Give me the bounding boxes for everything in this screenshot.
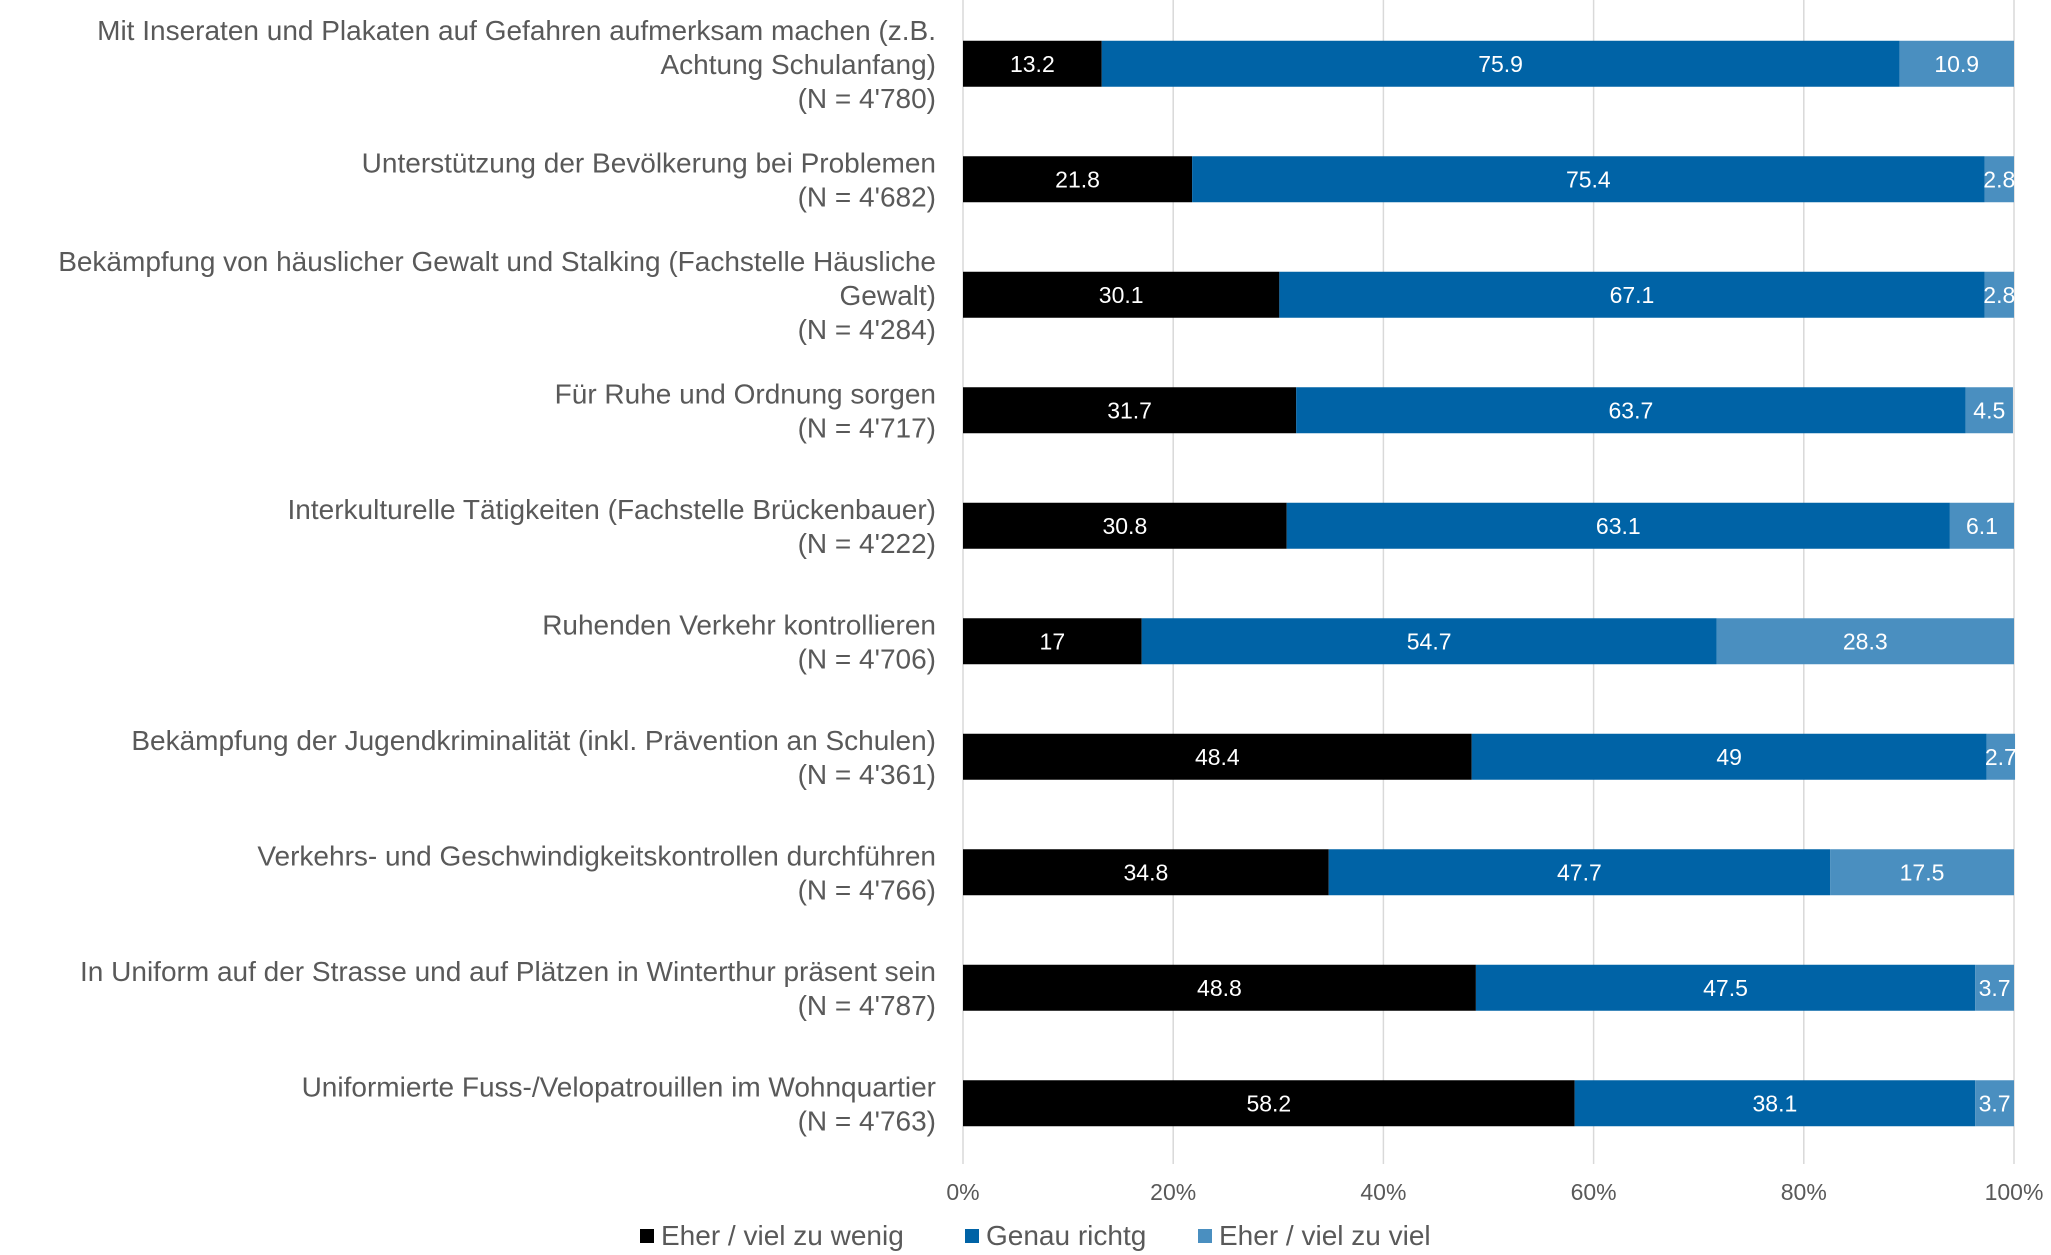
bar-segment (963, 849, 1329, 896)
legend-swatch (1198, 1229, 1212, 1243)
category-label: Gewalt) (840, 280, 936, 311)
data-label: 3.7 (1979, 975, 2011, 1001)
category-label: Bekämpfung von häuslicher Gewalt und Sta… (58, 246, 936, 277)
legend: Eher / viel zu wenig Genau richtg Eher / v… (640, 1220, 1431, 1251)
category-label: (N = 4'284) (798, 314, 936, 345)
legend-label: Eher / viel zu wenig (661, 1220, 904, 1251)
data-label: 13.2 (1010, 51, 1055, 77)
bar-segment (1328, 849, 1831, 896)
x-tick-label: 20% (1150, 1179, 1196, 1205)
category-labels: Mit Inseraten und Plakaten auf Gefahren … (58, 15, 936, 1137)
data-label: 47.7 (1557, 859, 1602, 885)
data-label: 2.8 (1983, 166, 2015, 192)
data-label: 63.1 (1596, 513, 1641, 539)
category-label: Ruhenden Verkehr kontrollieren (542, 609, 936, 640)
bar-segment (963, 964, 1476, 1011)
bars: 13.2 75.9 10.9 21.8 75.4 2.8 30.1 67.1 2.8 31.7 63… (963, 40, 2017, 1127)
bar-segment (1830, 849, 2014, 896)
bar-segment (1984, 271, 2014, 318)
x-tick-label: 0% (946, 1179, 979, 1205)
bar-segment (1192, 156, 1985, 203)
category-label: (N = 4'766) (798, 874, 936, 905)
x-axis-ticks: 0% 20% 40% 60% 80% 100% (946, 1179, 2043, 1205)
bar-segment (1949, 502, 2014, 549)
data-label: 2.8 (1983, 282, 2015, 308)
data-label: 38.1 (1753, 1090, 1798, 1116)
data-label: 30.1 (1099, 282, 1144, 308)
bar-segment (1471, 733, 1987, 780)
data-label: 17 (1040, 628, 1066, 654)
bar-segment (1965, 387, 2013, 434)
data-label: 30.8 (1102, 513, 1147, 539)
bar-segment (1986, 733, 2016, 780)
category-label: Interkulturelle Tätigkeiten (Fachstelle … (288, 494, 936, 525)
data-label: 28.3 (1843, 628, 1888, 654)
bar-segment (963, 502, 1287, 549)
category-label: (N = 4'361) (798, 759, 936, 790)
bar-segment (1716, 618, 2014, 665)
bar-segment (963, 156, 1193, 203)
x-tick-label: 100% (1985, 1179, 2044, 1205)
bar-segment (1279, 271, 1985, 318)
bar-segment (1975, 964, 2014, 1011)
bar-segment (1475, 964, 1976, 1011)
data-label: 54.7 (1407, 628, 1452, 654)
data-label: 67.1 (1610, 282, 1655, 308)
legend-label: Genau richtg (986, 1220, 1146, 1251)
x-tick-label: 40% (1360, 1179, 1406, 1205)
bar-segment (963, 271, 1280, 318)
category-label: In Uniform auf der Strasse und auf Plätz… (80, 956, 936, 987)
category-label: (N = 4'717) (798, 412, 936, 443)
data-label: 3.7 (1979, 1090, 2011, 1116)
legend-swatch (640, 1229, 654, 1243)
data-label: 75.9 (1478, 51, 1523, 77)
legend-label: Eher / viel zu viel (1219, 1220, 1431, 1251)
category-label: (N = 4'222) (798, 528, 936, 559)
category-label: Für Ruhe und Ordnung sorgen (555, 378, 936, 409)
data-label: 34.8 (1123, 859, 1168, 885)
category-label: Uniformierte Fuss-/Velopatrouillen im Wo… (302, 1071, 936, 1102)
category-label: Unterstützung der Bevölkerung bei Proble… (362, 147, 936, 178)
category-label: (N = 4'763) (798, 1105, 936, 1136)
data-label: 48.4 (1195, 744, 1240, 770)
bar-segment (1141, 618, 1717, 665)
bar-segment (963, 40, 1102, 87)
data-label: 17.5 (1900, 859, 1945, 885)
data-label: 47.5 (1703, 975, 1748, 1001)
x-tick-label: 80% (1781, 1179, 1827, 1205)
bar-segment (963, 387, 1297, 434)
bar-segment (1574, 1080, 1976, 1127)
bar-segment (1899, 40, 2014, 87)
data-label: 21.8 (1055, 166, 1100, 192)
category-label: Mit Inseraten und Plakaten auf Gefahren … (97, 15, 936, 46)
bar-segment (1286, 502, 1950, 549)
category-label: (N = 4'682) (798, 181, 936, 212)
bar-segment (1984, 156, 2014, 203)
category-label: Verkehrs- und Geschwindigkeitskontrollen… (257, 840, 936, 871)
data-label: 31.7 (1107, 397, 1152, 423)
category-label: Bekämpfung der Jugendkriminalität (inkl.… (131, 725, 936, 756)
data-label: 49 (1716, 744, 1742, 770)
legend-swatch (965, 1229, 979, 1243)
category-label: (N = 4'780) (798, 83, 936, 114)
bar-segment (1296, 387, 1966, 434)
data-label: 6.1 (1966, 513, 1998, 539)
data-label: 48.8 (1197, 975, 1242, 1001)
data-label: 58.2 (1246, 1090, 1291, 1116)
bar-segment (1975, 1080, 2014, 1127)
bar-segment (963, 618, 1142, 665)
category-label: (N = 4'706) (798, 643, 936, 674)
data-label: 4.5 (1973, 397, 2005, 423)
category-label: Achtung Schulanfang) (660, 49, 936, 80)
category-label: (N = 4'787) (798, 990, 936, 1021)
bar-segment (963, 733, 1472, 780)
x-tick-label: 60% (1571, 1179, 1617, 1205)
bar-segment (963, 1080, 1575, 1127)
data-label: 10.9 (1934, 51, 1979, 77)
data-label: 2.7 (1985, 744, 2017, 770)
data-label: 63.7 (1609, 397, 1654, 423)
bar-segment (1101, 40, 1900, 87)
data-label: 75.4 (1566, 166, 1611, 192)
